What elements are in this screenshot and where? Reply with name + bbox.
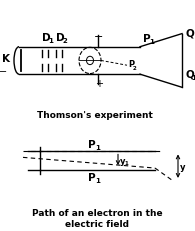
Text: 1: 1: [124, 161, 128, 166]
Text: P: P: [88, 139, 96, 149]
Text: 1: 1: [191, 75, 195, 81]
Text: +: +: [95, 78, 103, 88]
Text: y: y: [180, 162, 185, 171]
Text: P: P: [143, 34, 151, 44]
Text: y: y: [120, 157, 126, 166]
Text: 1: 1: [49, 38, 53, 44]
Text: Q: Q: [185, 29, 194, 39]
Text: K: K: [2, 54, 10, 64]
Text: Thomson's experiment: Thomson's experiment: [37, 111, 153, 120]
Text: Q: Q: [185, 69, 194, 79]
Text: 1: 1: [96, 144, 100, 150]
Text: D: D: [42, 32, 50, 42]
Text: −: −: [94, 32, 104, 42]
Text: 2: 2: [133, 66, 137, 70]
Text: D: D: [56, 32, 64, 42]
Text: 1: 1: [96, 177, 100, 183]
Text: Path of an electron in the
electric field: Path of an electron in the electric fiel…: [32, 209, 162, 228]
Text: −: −: [0, 67, 7, 77]
Text: 1: 1: [149, 39, 154, 45]
Text: 2: 2: [63, 38, 67, 44]
Text: P: P: [88, 172, 96, 182]
Text: P: P: [128, 60, 134, 69]
